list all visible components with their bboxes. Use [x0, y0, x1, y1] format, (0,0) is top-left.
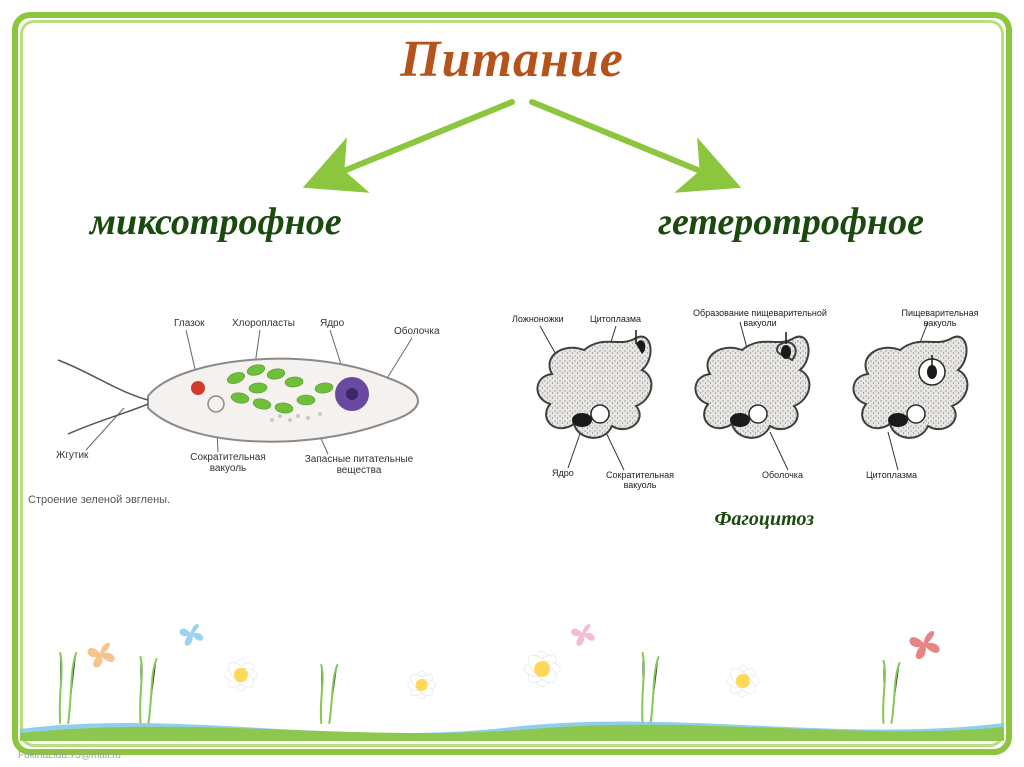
bottom-wave — [20, 707, 1004, 741]
label-membrane: Оболочка — [394, 326, 440, 337]
label-flagellum: Жгутик — [56, 450, 88, 461]
label-amoeba-contractile: Сократительная вакуоль — [594, 470, 686, 490]
arrow-left-line — [312, 102, 512, 184]
phagocytosis-label: Фагоцитоз — [715, 508, 814, 531]
label-eyespot: Глазок — [174, 318, 205, 329]
label-chloroplasts: Хлоропласты — [232, 318, 295, 329]
page-title: Питание — [0, 30, 1024, 89]
label-amoeba-membrane: Оболочка — [762, 470, 803, 480]
label-digestive-vacuole: Пищеварительная вакуоль — [892, 308, 988, 328]
label-amoeba-nucleus: Ядро — [552, 468, 574, 478]
subheading-mixotrophic: миксотрофное — [90, 200, 342, 244]
euglena-caption: Строение зеленой эвглены. — [28, 494, 170, 506]
subheading-heterotrophic: гетеротрофное — [658, 200, 924, 244]
label-reserve-nutrients: Запасные питательные вещества — [284, 454, 434, 476]
label-cytoplasm-2: Цитоплазма — [866, 470, 917, 480]
euglena-diagram: Глазок Хлоропласты Ядро Оболочка Жгутик … — [28, 300, 468, 500]
label-contractile-vacuole: Сократительная вакуоль — [178, 452, 278, 474]
label-cytoplasm-1: Цитоплазма — [590, 314, 641, 324]
arrow-right-line — [532, 102, 732, 184]
branch-arrows — [0, 88, 1024, 208]
footer-email: FokinaLida.75@mail.ru — [18, 750, 121, 761]
label-digestive-forming: Образование пищеварительной вакуоли — [690, 308, 830, 328]
label-nucleus: Ядро — [320, 318, 344, 329]
amoeba-diagram: Ложноножки Цитоплазма Ядро Сократительна… — [504, 300, 984, 500]
label-pseudopodia: Ложноножки — [512, 314, 564, 324]
